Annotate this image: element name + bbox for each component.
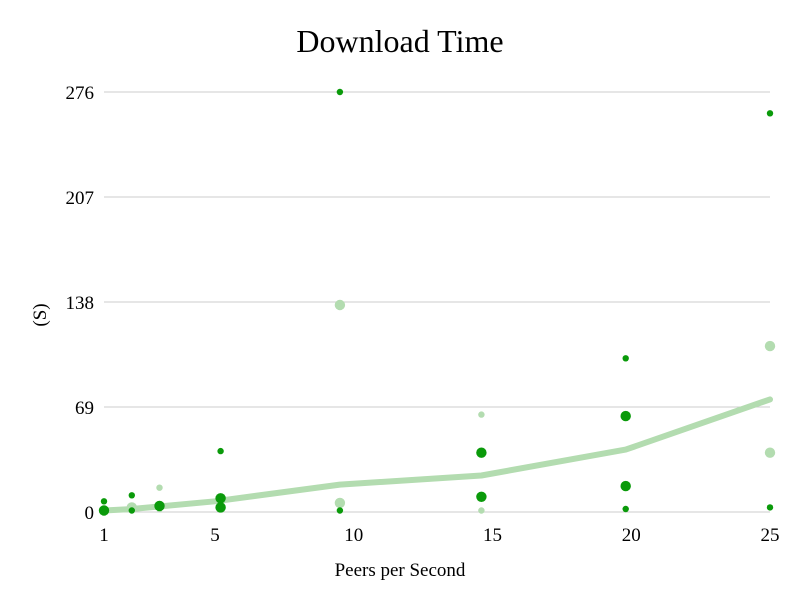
light-data-point (478, 411, 485, 418)
dark-data-point (154, 500, 165, 512)
dark-data-point (622, 355, 629, 362)
dark-data-point (217, 447, 224, 455)
dark-data-point (215, 502, 226, 513)
light-data-point (764, 447, 776, 458)
x-tick-label: 5 (210, 525, 220, 546)
x-tick-label: 20 (622, 525, 641, 546)
chart-title: Download Time (296, 23, 503, 59)
light-data-point (478, 507, 485, 514)
dark-data-point (100, 498, 108, 505)
light-data-point (334, 299, 346, 311)
trend-line (101, 396, 773, 514)
trend-line-group (101, 396, 773, 514)
dark-data-point (620, 410, 631, 422)
dark-data-point (476, 447, 487, 458)
dark-data-point (100, 505, 108, 513)
light-data-point (156, 484, 163, 491)
dark-data-point (620, 480, 631, 492)
x-tick-label: 10 (344, 525, 363, 546)
x-axis-ticks: 1 5 10 15 20 25 (99, 525, 779, 546)
x-tick-label: 25 (761, 525, 780, 546)
light-data-point (764, 340, 776, 352)
dark-data-point (766, 504, 774, 511)
y-tick-label: 138 (66, 293, 95, 314)
data-points (98, 88, 776, 516)
x-axis-label: Peers per Second (335, 560, 466, 581)
dark-data-point (128, 492, 135, 499)
y-tick-label: 276 (66, 83, 95, 104)
dark-data-point (336, 507, 344, 514)
dark-data-point (336, 88, 344, 96)
dark-data-point (766, 110, 774, 117)
dark-data-point (476, 491, 487, 502)
dark-data-point (128, 507, 135, 514)
y-axis-label: (S) (30, 303, 51, 326)
y-tick-label: 0 (85, 503, 95, 524)
x-tick-label: 1 (99, 525, 109, 546)
y-tick-label: 69 (75, 398, 94, 419)
light-data-point (334, 497, 346, 509)
dark-data-point (622, 505, 629, 513)
x-tick-label: 15 (483, 525, 502, 546)
y-tick-label: 207 (66, 188, 95, 209)
y-axis-ticks: 0 69 138 207 276 (66, 83, 95, 524)
dark-data-point (215, 493, 226, 504)
grid (104, 91, 770, 513)
